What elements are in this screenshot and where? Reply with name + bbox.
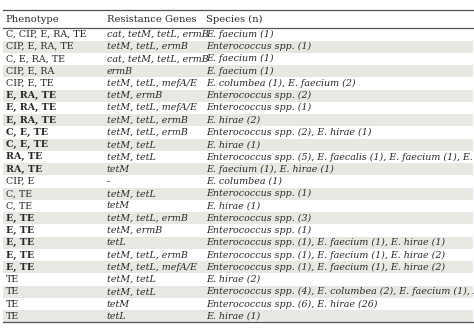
Text: Enterococcus spp. (2): Enterococcus spp. (2)	[206, 91, 311, 100]
Bar	[3, 114, 473, 126]
Text: tetM, tetL: tetM, tetL	[107, 275, 155, 284]
Text: E, TE: E, TE	[6, 226, 34, 235]
Text: Enterococcus spp. (4), E. columbea (2), E. faecium (1), E. hirae (3): Enterococcus spp. (4), E. columbea (2), …	[206, 287, 474, 296]
Text: tetM, tetL, mefA/E: tetM, tetL, mefA/E	[107, 103, 197, 113]
Text: C, E, TE: C, E, TE	[6, 128, 48, 137]
Text: Enterococcus spp. (3): Enterococcus spp. (3)	[206, 214, 311, 223]
Text: CIP, E, RA, TE: CIP, E, RA, TE	[6, 42, 73, 51]
Text: E, TE: E, TE	[6, 238, 34, 247]
Text: E. faecium (1): E. faecium (1)	[206, 30, 274, 39]
Text: E, TE: E, TE	[6, 214, 34, 223]
Text: tetL: tetL	[107, 312, 126, 321]
Bar	[3, 286, 473, 298]
Text: C, CIP, E, RA, TE: C, CIP, E, RA, TE	[6, 30, 86, 39]
Bar	[3, 212, 473, 224]
Text: Species (n): Species (n)	[206, 14, 263, 24]
Text: TE: TE	[6, 299, 19, 309]
Text: tetM, tetL, ermB: tetM, tetL, ermB	[107, 116, 188, 125]
Bar	[3, 261, 473, 273]
Text: Enterococcus spp. (2), E. hirae (1): Enterococcus spp. (2), E. hirae (1)	[206, 128, 372, 137]
Text: Enterococcus spp. (1), E. faecium (1), E. hirae (2): Enterococcus spp. (1), E. faecium (1), E…	[206, 250, 445, 260]
Text: tetM, tetL: tetM, tetL	[107, 152, 155, 162]
Bar	[3, 139, 473, 151]
Text: tetM: tetM	[107, 299, 130, 309]
Text: E. faecium (1): E. faecium (1)	[206, 66, 274, 76]
Bar	[3, 237, 473, 249]
Text: tetM, tetL: tetM, tetL	[107, 189, 155, 198]
Text: tetM, tetL, mefA/E: tetM, tetL, mefA/E	[107, 79, 197, 88]
Text: E. hirae (2): E. hirae (2)	[206, 275, 260, 284]
Text: tetM: tetM	[107, 201, 130, 211]
Text: E. faecium (1): E. faecium (1)	[206, 54, 274, 63]
Text: tetM, tetL, mefA/E: tetM, tetL, mefA/E	[107, 263, 197, 272]
Text: E, TE: E, TE	[6, 263, 34, 272]
Text: CIP, E: CIP, E	[6, 177, 34, 186]
Text: CIP, E, RA: CIP, E, RA	[6, 67, 54, 76]
Text: E. hirae (1): E. hirae (1)	[206, 140, 260, 149]
Text: E. columbea (1): E. columbea (1)	[206, 177, 282, 186]
Text: TE: TE	[6, 312, 19, 321]
Bar	[3, 163, 473, 175]
Text: tetM, ermB: tetM, ermB	[107, 91, 162, 100]
Bar	[3, 310, 473, 322]
Text: E, RA, TE: E, RA, TE	[6, 91, 55, 100]
Text: E, RA, TE: E, RA, TE	[6, 116, 55, 125]
Text: Enterococcus spp. (1): Enterococcus spp. (1)	[206, 226, 311, 235]
Text: tetM, tetL, ermB: tetM, tetL, ermB	[107, 214, 188, 223]
Text: CIP, E, TE: CIP, E, TE	[6, 79, 53, 88]
Text: -: -	[107, 177, 110, 186]
Text: E. faecium (1), E. hirae (1): E. faecium (1), E. hirae (1)	[206, 164, 334, 174]
Text: cat, tetM, tetL, ermB: cat, tetM, tetL, ermB	[107, 54, 209, 63]
Text: Enterococcus spp. (5), E. faecalis (1), E. faecium (1), E. hirae (4): Enterococcus spp. (5), E. faecalis (1), …	[206, 152, 474, 162]
Text: E, TE: E, TE	[6, 250, 34, 260]
Text: C, E, RA, TE: C, E, RA, TE	[6, 54, 64, 63]
Text: RA, TE: RA, TE	[6, 152, 42, 162]
Text: Phenotype: Phenotype	[6, 14, 59, 24]
Text: tetM, tetL, ermB: tetM, tetL, ermB	[107, 42, 188, 51]
Text: Enterococcus spp. (1): Enterococcus spp. (1)	[206, 42, 311, 51]
Text: tetL: tetL	[107, 238, 126, 247]
Text: tetM, tetL: tetM, tetL	[107, 287, 155, 296]
Bar	[3, 40, 473, 53]
Text: TE: TE	[6, 275, 19, 284]
Text: C, TE: C, TE	[6, 201, 32, 211]
Text: Resistance Genes: Resistance Genes	[107, 14, 196, 24]
Text: tetM, tetL: tetM, tetL	[107, 140, 155, 149]
Text: E. columbea (1), E. faecium (2): E. columbea (1), E. faecium (2)	[206, 79, 356, 88]
Text: tetM, tetL, ermB: tetM, tetL, ermB	[107, 250, 188, 260]
Bar	[3, 89, 473, 102]
Text: C, TE: C, TE	[6, 189, 32, 198]
Text: ermB: ermB	[107, 67, 133, 76]
Text: Enterococcus spp. (1): Enterococcus spp. (1)	[206, 189, 311, 198]
Text: E. hirae (1): E. hirae (1)	[206, 201, 260, 211]
Text: RA, TE: RA, TE	[6, 165, 42, 174]
Text: Enterococcus spp. (1), E. faecium (1), E. hirae (2): Enterococcus spp. (1), E. faecium (1), E…	[206, 263, 445, 272]
Bar	[3, 65, 473, 77]
Text: E. hirae (1): E. hirae (1)	[206, 312, 260, 321]
Text: Enterococcus spp. (6), E. hirae (26): Enterococcus spp. (6), E. hirae (26)	[206, 299, 378, 309]
Text: TE: TE	[6, 287, 19, 296]
Text: Enterococcus spp. (1): Enterococcus spp. (1)	[206, 103, 311, 113]
Text: cat, tetM, tetL, ermB: cat, tetM, tetL, ermB	[107, 30, 209, 39]
Text: E, RA, TE: E, RA, TE	[6, 103, 55, 113]
Text: E. hirae (2): E. hirae (2)	[206, 116, 260, 125]
Text: C, E, TE: C, E, TE	[6, 140, 48, 149]
Text: tetM, tetL, ermB: tetM, tetL, ermB	[107, 128, 188, 137]
Text: tetM: tetM	[107, 165, 130, 174]
Text: Enterococcus spp. (1), E. faecium (1), E. hirae (1): Enterococcus spp. (1), E. faecium (1), E…	[206, 238, 445, 247]
Bar	[3, 188, 473, 200]
Text: tetM, ermB: tetM, ermB	[107, 226, 162, 235]
